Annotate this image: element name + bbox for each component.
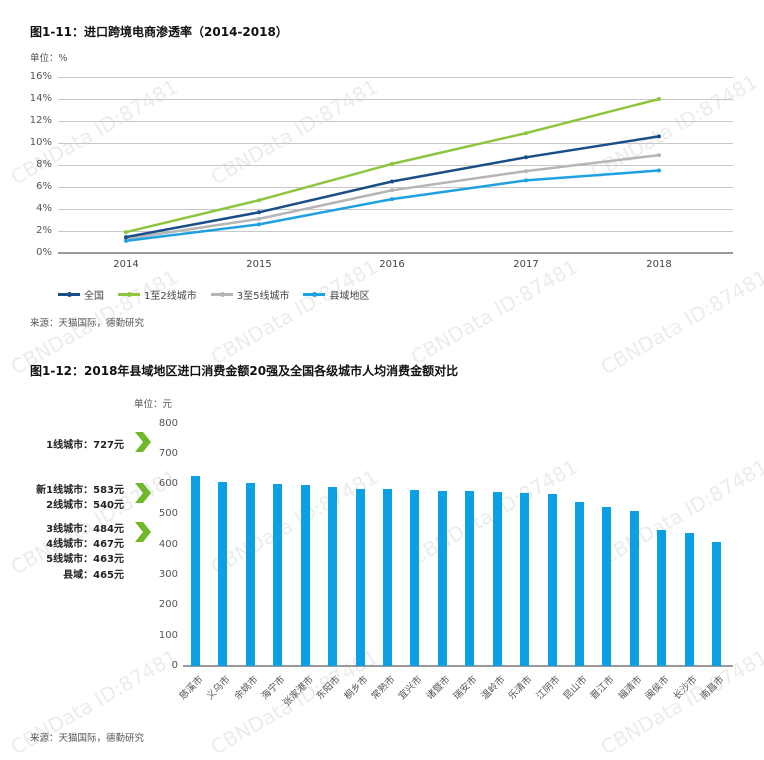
bar	[602, 507, 611, 666]
line-swatch-icon	[303, 291, 326, 297]
legend-label: 全国	[84, 291, 104, 302]
legend-item-tier-3-5[interactable]: 3至5线城市	[210, 287, 290, 302]
category-label: 宜兴市	[396, 674, 425, 703]
category-label: 晋江市	[588, 674, 617, 703]
legend: 全国 1至2线城市 3至5线城市 县域地区	[58, 287, 369, 302]
y-tick: 100	[158, 630, 178, 641]
bar	[410, 490, 419, 666]
category-label: 南昌市	[698, 674, 727, 703]
line-swatch-icon	[58, 291, 80, 297]
category-label: 桐乡市	[342, 674, 371, 703]
chart-title: 图1-12：2018年县域地区进口消费金额20强及全国各级城市人均消费金额对比	[30, 364, 459, 378]
x-tick: 2017	[513, 259, 539, 270]
y-tick: 600	[158, 478, 178, 489]
chart-title: 图1-11：进口跨境电商渗透率（2014-2018）	[30, 25, 288, 39]
line-plot-area	[124, 97, 661, 243]
y-tick: 400	[158, 539, 178, 550]
category-label: 东阳市	[314, 674, 343, 703]
x-axis-line	[183, 665, 733, 667]
category-label: 瑞安市	[451, 674, 480, 703]
bar	[657, 530, 666, 666]
bar	[273, 484, 282, 666]
legend-item-tier-1-2[interactable]: 1至2线城市	[118, 287, 197, 302]
x-tick: 2015	[246, 259, 272, 270]
y-tick: 4%	[36, 203, 52, 214]
bar	[548, 494, 557, 666]
bar	[575, 502, 584, 666]
bar	[191, 476, 200, 666]
new-tier-1-label: 新1线城市：583元	[36, 485, 124, 496]
y-tick: 16%	[29, 71, 52, 82]
chevron-right-icon	[135, 483, 151, 503]
category-label: 闽侯市	[643, 674, 672, 703]
bar	[712, 542, 721, 666]
category-label: 长沙市	[671, 674, 700, 703]
tier-4-label: 4线城市：467元	[46, 539, 124, 550]
y-tick: 14%	[29, 93, 52, 104]
category-label: 余姚市	[232, 674, 261, 703]
unit-label: 单位：元	[134, 399, 173, 410]
y-tick: 500	[158, 508, 178, 519]
bar	[438, 491, 447, 666]
line-swatch-icon	[210, 291, 233, 297]
series-3-5-tier-line	[125, 153, 660, 240]
watermark: CBNData ID:87481	[206, 254, 382, 370]
line-swatch-icon	[118, 291, 140, 297]
bar	[685, 533, 694, 666]
y-tick: 12%	[29, 115, 52, 126]
bar	[218, 482, 227, 666]
tier-5-label: 5线城市：463元	[46, 554, 124, 565]
category-label: 常熟市	[369, 674, 398, 703]
tier-2-label: 2线城市：540元	[46, 500, 124, 511]
y-tick: 700	[158, 448, 178, 459]
county-label: 县域：465元	[63, 570, 124, 581]
y-tick: 0%	[36, 247, 52, 258]
category-label: 昆山市	[561, 674, 590, 703]
series-national-line	[125, 135, 660, 239]
watermark: CBNData ID:87481	[596, 454, 764, 570]
chevron-right-icon	[135, 432, 151, 452]
category-label: 慈溪市	[177, 674, 206, 703]
category-label: 江阴市	[534, 674, 563, 703]
legend-item-national[interactable]: 全国	[58, 287, 104, 302]
tier-1-label: 1线城市：727元	[46, 440, 124, 451]
category-label: 乐清市	[506, 674, 535, 703]
bar	[465, 491, 474, 666]
x-tick: 2014	[113, 259, 139, 270]
legend-label: 1至2线城市	[144, 291, 197, 302]
category-label: 义乌市	[204, 674, 233, 703]
tier-3-label: 3线城市：484元	[46, 524, 124, 535]
unit-label: 单位：%	[30, 53, 68, 64]
x-tick: 2016	[379, 259, 405, 270]
x-tick: 2018	[646, 259, 672, 270]
y-tick: 0	[171, 660, 178, 671]
legend-item-county[interactable]: 县域地区	[303, 287, 369, 302]
category-label: 福清市	[616, 674, 645, 703]
y-tick: 800	[158, 418, 178, 429]
y-tick: 300	[158, 569, 178, 580]
source-note: 来源：天猫国际，德勤研究	[30, 318, 145, 329]
y-tick: 200	[158, 599, 178, 610]
y-tick: 8%	[36, 159, 52, 170]
y-tick: 6%	[36, 181, 52, 192]
bar	[383, 489, 392, 666]
bar	[630, 511, 639, 666]
source-note: 来源：天猫国际，德勤研究	[30, 733, 145, 744]
watermark: CBNData ID:87481	[406, 254, 582, 370]
category-label: 诸暨市	[424, 674, 453, 703]
legend-label: 3至5线城市	[236, 291, 290, 302]
watermark: CBNData ID:87481	[596, 644, 764, 760]
watermark: CBNData ID:87481	[596, 264, 764, 380]
legend-label: 县域地区	[329, 291, 370, 302]
bar	[328, 487, 337, 666]
y-tick: 10%	[29, 137, 52, 148]
bar	[493, 492, 502, 666]
y-tick: 2%	[36, 225, 52, 236]
bar	[520, 493, 529, 666]
category-label: 温岭市	[479, 674, 508, 703]
bar	[246, 483, 255, 666]
chevron-right-icon	[135, 522, 151, 542]
bar	[301, 485, 310, 666]
bar	[356, 489, 365, 666]
